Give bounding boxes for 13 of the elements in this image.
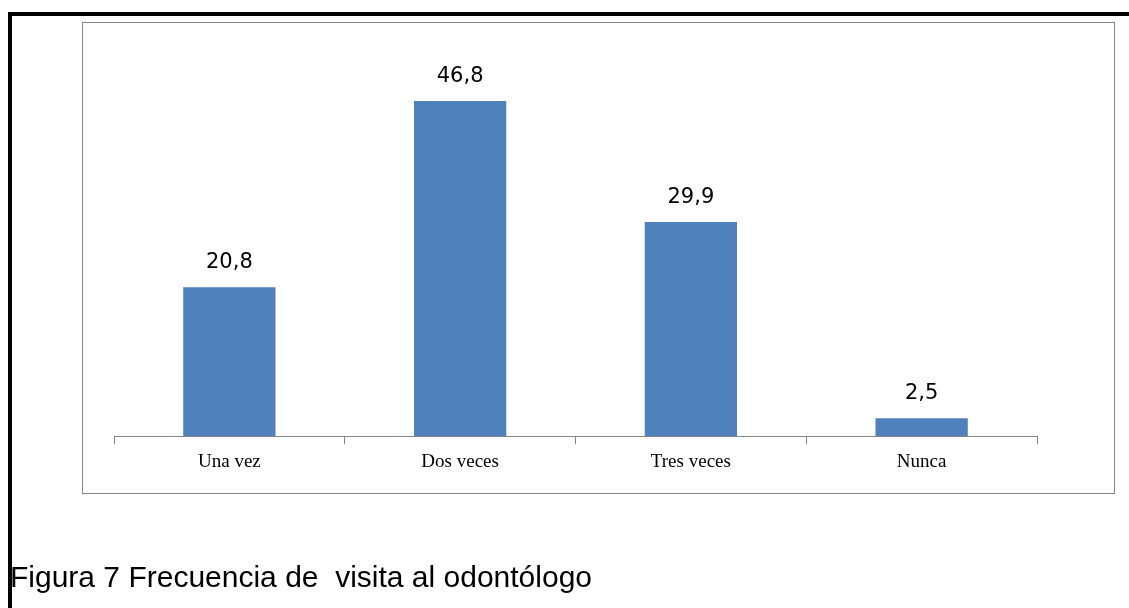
- x-tick-label: Dos veces: [421, 449, 499, 471]
- data-label: 46,8: [436, 62, 484, 87]
- data-label: 2,5: [904, 380, 939, 405]
- bar: [875, 418, 968, 437]
- data-label: 20,8: [205, 249, 253, 274]
- x-tick-label: Tres veces: [650, 449, 731, 471]
- text: Figura 7 Frecuencia de visita al odontólogo: [10, 560, 593, 594]
- bar: [183, 287, 276, 437]
- x-tick-label: Una vez: [197, 449, 261, 471]
- data-label: 29,9: [667, 183, 715, 208]
- x-tick-label: Nunca: [896, 449, 947, 471]
- bar: [644, 222, 738, 437]
- bar: [413, 100, 507, 437]
